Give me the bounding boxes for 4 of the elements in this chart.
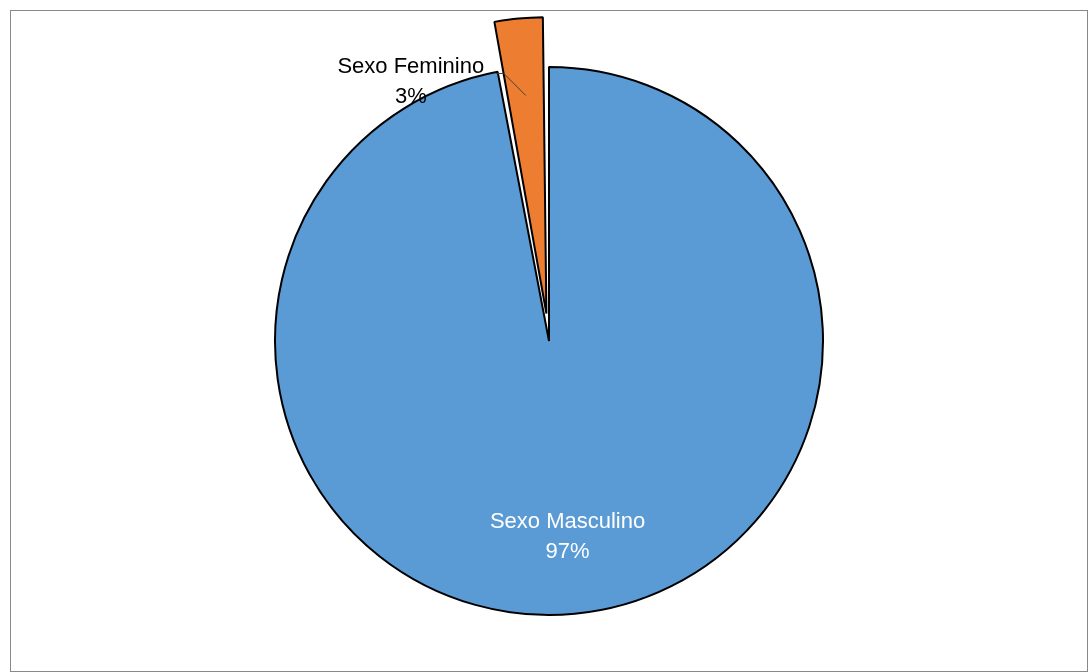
- data-label: 3%: [394, 82, 427, 108]
- slice-label: Sexo Masculino: [489, 508, 646, 534]
- slice-label: Sexo Feminino: [337, 52, 485, 78]
- data-label: 97%: [545, 538, 590, 564]
